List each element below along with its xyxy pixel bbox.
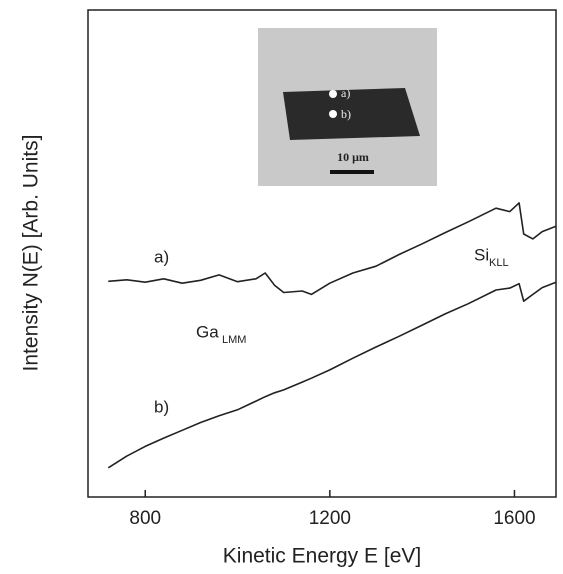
- inset-dot: [329, 110, 337, 118]
- x-tick-label: 800: [129, 508, 161, 529]
- x-axis-label: Kinetic Energy E [eV]: [223, 545, 421, 568]
- inset-feature: [283, 88, 420, 140]
- inset-label: a): [341, 86, 350, 100]
- curve-label: a): [154, 247, 169, 266]
- annotation: Si: [474, 245, 489, 264]
- y-axis-label: Intensity N(E) [Arb. Units]: [20, 135, 43, 372]
- plot-frame: [87, 9, 557, 498]
- curve-label: b): [154, 397, 169, 416]
- annotation: Ga: [196, 322, 219, 341]
- spectrum-line: [107, 281, 557, 469]
- inset-scale-bar: [330, 170, 374, 174]
- annotation-subscript: KLL: [489, 257, 509, 269]
- inset-scale-label: 10 μm: [337, 150, 369, 164]
- inset-label: b): [341, 107, 351, 121]
- inset-dot: [329, 90, 337, 98]
- annotation-subscript: LMM: [222, 334, 246, 346]
- spectrum-line: [108, 202, 557, 296]
- x-tick-label: 1600: [493, 508, 535, 529]
- x-tick-label: 1200: [309, 508, 351, 529]
- inset: a) b) 10 μm: [258, 28, 437, 186]
